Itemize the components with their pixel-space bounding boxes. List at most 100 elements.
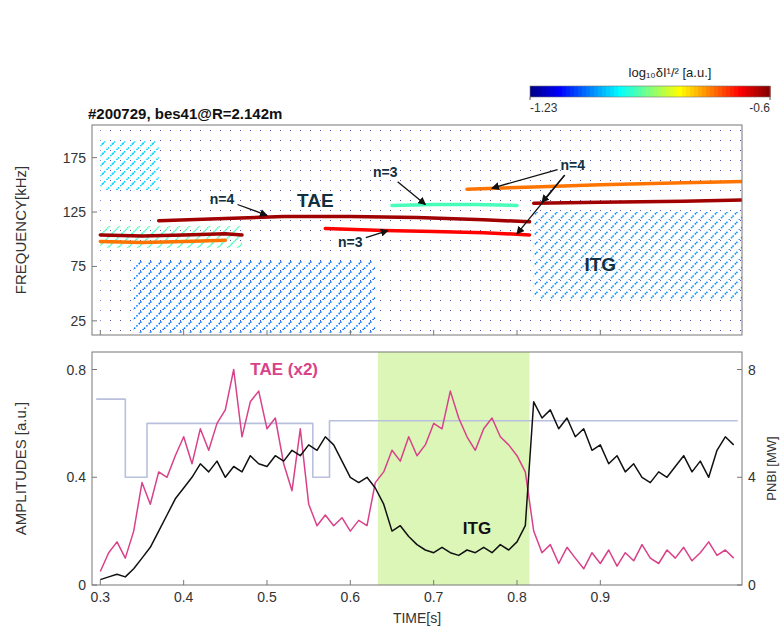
x-tick [183,330,184,335]
chart-title: #200729, bes41@R=2.142m [88,105,282,122]
broadband-region [100,141,158,190]
colorbar-step [722,86,727,97]
colorbar-step [546,86,551,97]
colorbar-step [746,86,751,97]
y-tick [92,157,97,158]
annotation-arrow [237,205,267,216]
colorbar-step [714,86,719,97]
mode-trace [100,234,242,236]
x-tick [100,580,101,585]
y2-tick [737,477,742,478]
x-tick-label: 0.5 [257,589,277,605]
colorbar-step [538,86,543,97]
x-tick-label: 0.3 [91,589,111,605]
x-tick [433,330,434,335]
colorbar-step [734,86,739,97]
y-tick-label: 0 [78,577,86,593]
colorbar-step [614,86,619,97]
colorbar-step [594,86,599,97]
x-tick [100,330,101,335]
colorbar-step [550,86,555,97]
colorbar-step [534,86,539,97]
colorbar-step [578,86,583,97]
colorbar-step [598,86,603,97]
broadband-region [100,125,742,335]
colorbar-step [570,86,575,97]
annotation: TAE (x2) [250,360,318,379]
mode-trace [100,240,225,242]
annotation-arrow [398,182,426,205]
colorbar-step [730,86,735,97]
colorbar-step [634,86,639,97]
colorbar-step [610,86,615,97]
annotation: n=4 [210,191,235,207]
colorbar-step [566,86,571,97]
y-tick-label: 0.8 [67,362,87,378]
mode-trace [392,204,517,205]
colorbar-step [630,86,635,97]
colorbar-step [530,86,535,97]
colorbar-step [738,86,743,97]
annotation-arrow [366,231,388,238]
plot-frame-bottom [92,352,742,585]
colorbar-step [622,86,627,97]
y-axis-title: FREQUENCY[kHz] [12,166,29,294]
x-tick [350,580,351,585]
x-tick-label: 0.8 [507,589,527,605]
x-tick-label: 0.7 [424,589,444,605]
x-tick [517,330,518,335]
colorbar-label: log₁₀δI¹/² [a.u.] [629,65,712,80]
colorbar-step [762,86,767,97]
colorbar-step [718,86,723,97]
colorbar-step [658,86,663,97]
colorbar-step [646,86,651,97]
x-tick [350,330,351,335]
colorbar-tick [530,97,531,100]
plot-area-bottom [96,352,738,585]
y2-tick-label: 4 [748,469,756,485]
figure: 2575125175FREQUENCY[kHz]#200729, bes41@R… [0,0,784,633]
broadband-region [534,212,742,299]
y2-axis-title: PNBI [MW] [764,436,779,500]
broadband-region [100,226,242,248]
colorbar-step [682,86,687,97]
y2-tick [737,585,742,586]
plot-frame-top [92,125,742,335]
y-tick-label: 75 [70,258,86,274]
colorbar-step [666,86,671,97]
x-tick [183,580,184,585]
colorbar-step [606,86,611,97]
annotation: n=4 [561,157,586,173]
colorbar-step [662,86,667,97]
colorbar-step [758,86,763,97]
y-tick-label: 175 [63,150,87,166]
colorbar-step [690,86,695,97]
colorbar-step [670,86,675,97]
annotation-arrow [517,175,565,234]
colorbar-step [754,86,759,97]
colorbar-step [586,86,591,97]
colorbar-tick-label: -0.6 [749,101,770,115]
colorbar-step [710,86,715,97]
x-tick-label: 0.9 [591,589,611,605]
colorbar-step [558,86,563,97]
y-tick [92,369,97,370]
colorbar-step [638,86,643,97]
colorbar-step [650,86,655,97]
y-axis-title: AMPLITUDES [a.u.] [12,402,29,535]
colorbar-step [698,86,703,97]
colorbar-step [602,86,607,97]
colorbar-step [562,86,567,97]
mode-trace [534,200,742,203]
colorbar-step [750,86,755,97]
colorbar-step [554,86,559,97]
amplitude-line [100,402,733,580]
annotation: n=3 [373,164,398,180]
colorbar-tick [770,97,771,100]
y-tick [92,266,97,267]
power-line [96,399,738,477]
annotation: ITG [463,519,491,538]
colorbar-step [702,86,707,97]
x-tick [600,580,601,585]
y2-tick-label: 8 [748,362,756,378]
